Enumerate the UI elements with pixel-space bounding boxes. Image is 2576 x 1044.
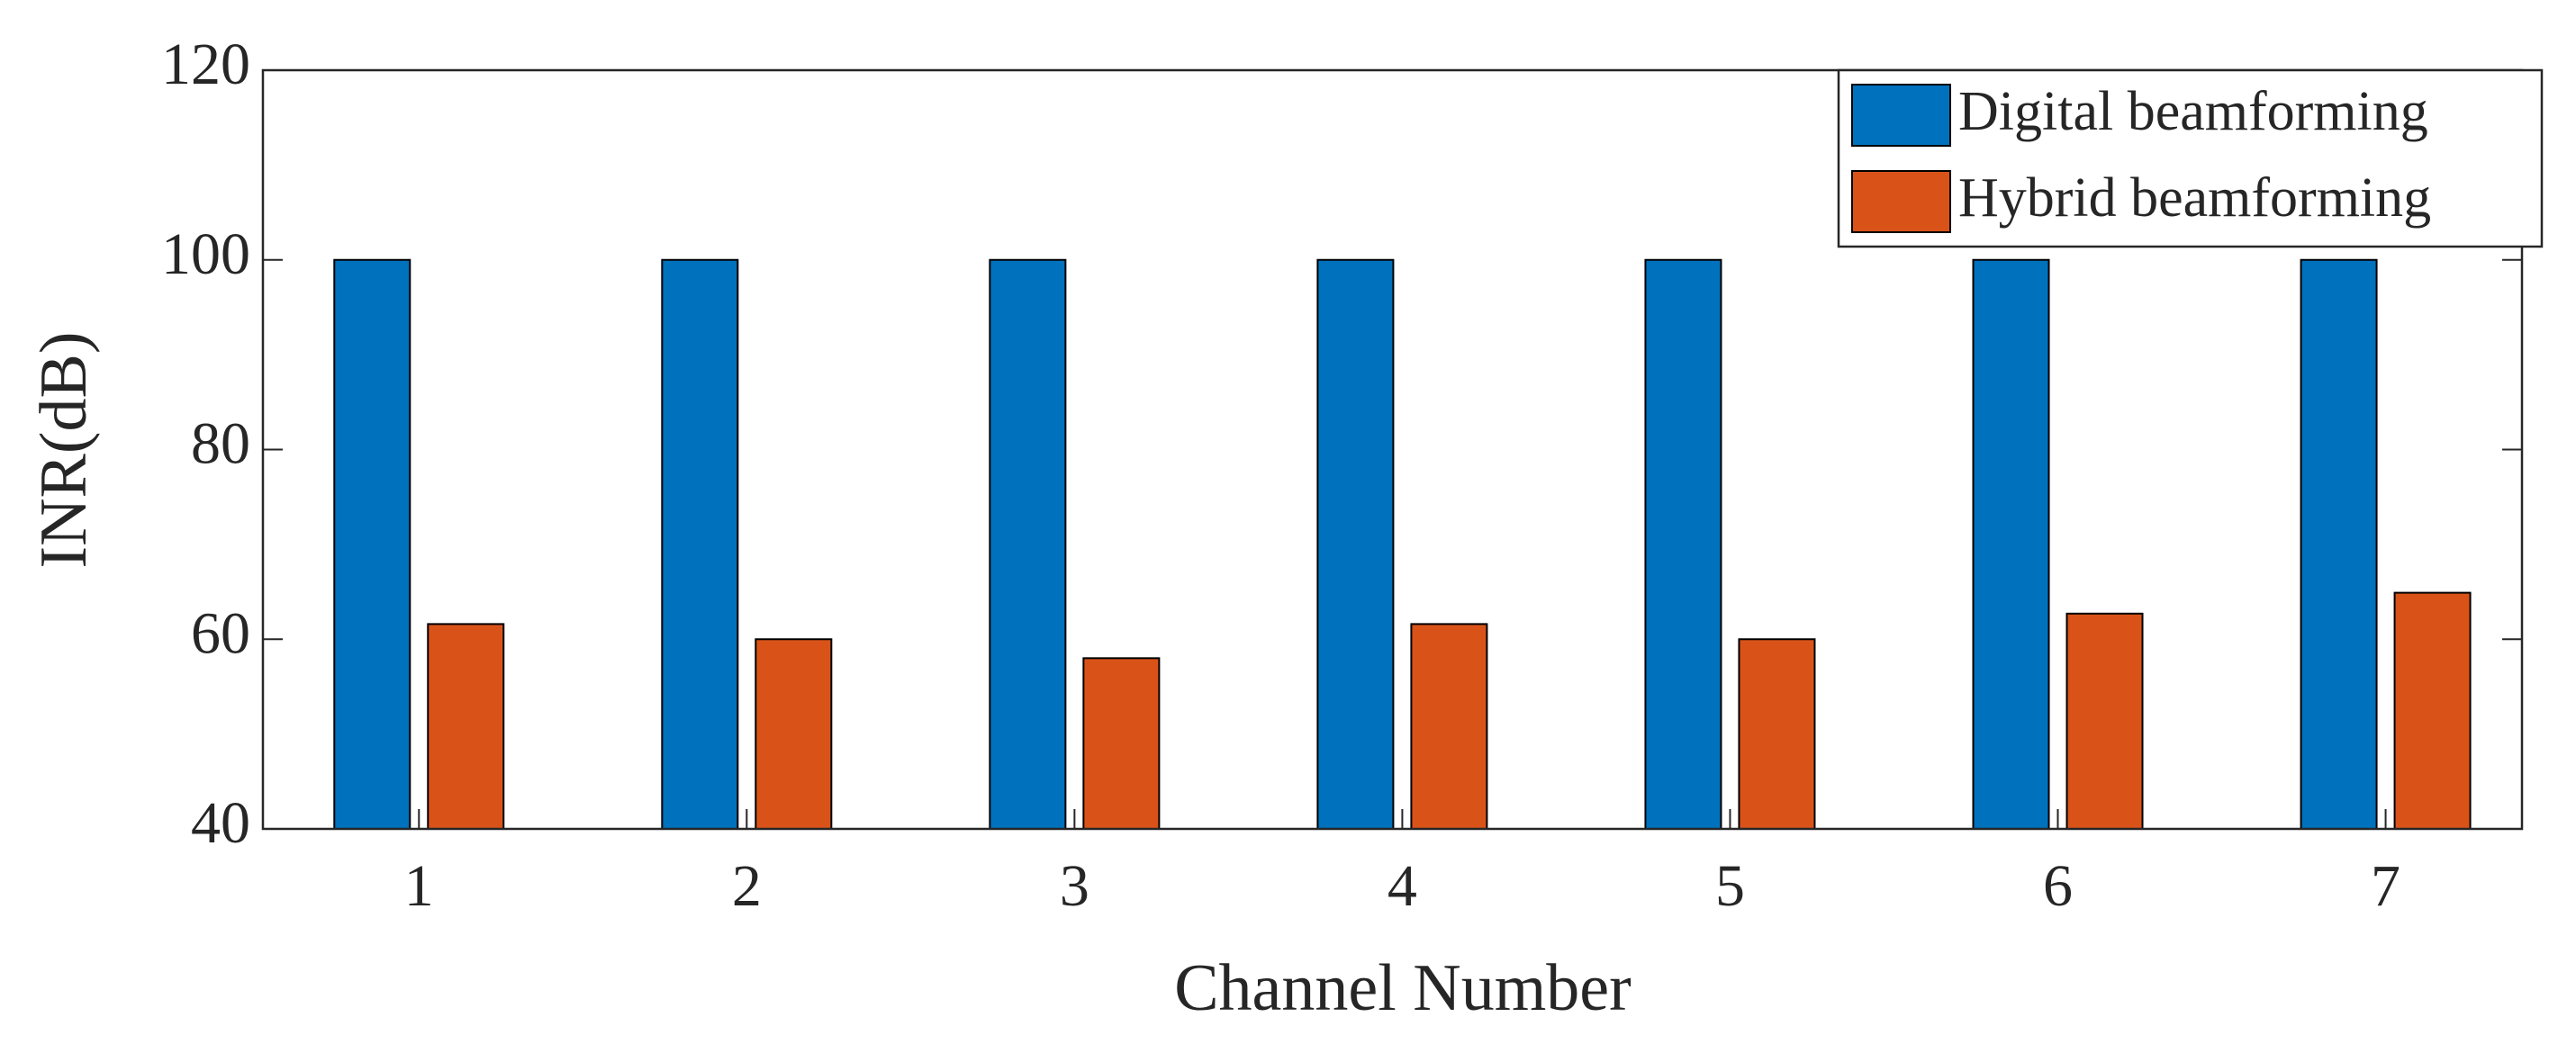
y-tick-label: 40 [191,790,250,856]
bar [2300,258,2378,830]
bar [1082,657,1161,831]
bar [661,258,739,830]
x-tick-label: 4 [1387,853,1417,919]
bar [989,258,1067,830]
y-axis-label: INR(dB) [27,331,101,568]
x-tick-label: 2 [732,853,762,919]
bar [333,258,411,830]
x-axis-label: Channel Number [1174,951,1631,1025]
bar [1972,258,2050,830]
y-tick-label: 60 [191,600,250,666]
y-tick-label: 120 [161,32,250,97]
legend-swatch [1851,84,1951,147]
bar [427,623,505,831]
x-tick-label: 1 [404,853,434,919]
bar [1410,623,1488,831]
x-tick-label: 5 [1715,853,1745,919]
bar [2065,612,2144,831]
bar [1644,258,1722,830]
plot-frame [261,68,2524,831]
x-tick-label: 3 [1060,853,1089,919]
legend-text: Digital beamforming [1958,81,2428,142]
y-tick-label: 100 [161,221,250,287]
bar [2393,591,2472,831]
legend-swatch [1851,170,1951,233]
legend-box [1837,68,2544,248]
x-tick-label: 7 [2371,853,2400,919]
bar [755,638,833,830]
legend-text: Hybrid beamforming [1958,167,2431,229]
x-tick-label: 6 [2043,853,2073,919]
bar [1316,258,1395,830]
bar [1738,638,1816,830]
y-tick-label: 80 [191,411,250,477]
